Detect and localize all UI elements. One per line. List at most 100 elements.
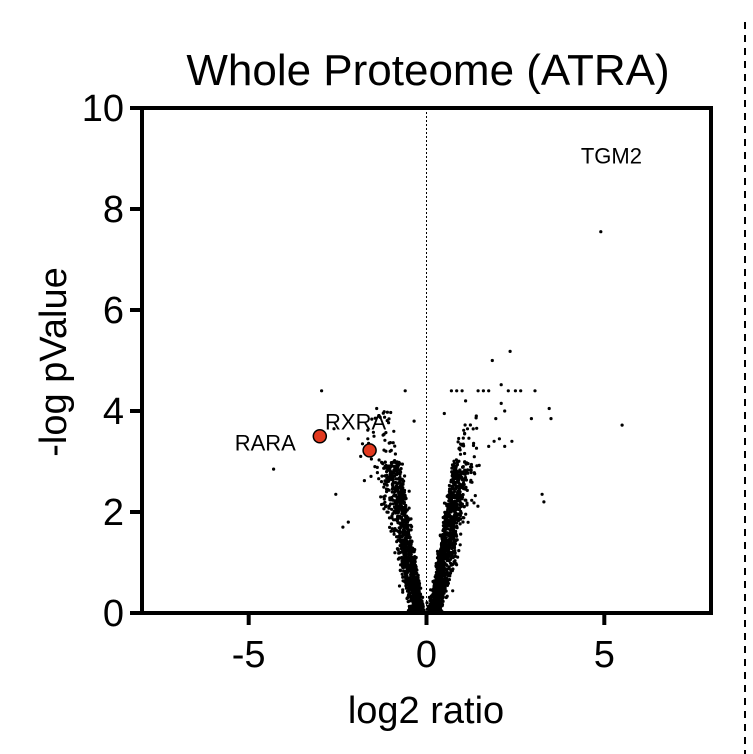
data-point (451, 479, 455, 483)
data-point (487, 389, 491, 393)
data-point (444, 581, 448, 585)
data-point (403, 569, 407, 573)
data-point (400, 538, 404, 542)
data-point (372, 434, 376, 438)
data-point (431, 600, 435, 605)
data-point (455, 534, 459, 538)
data-point (469, 470, 473, 475)
data-point (404, 581, 408, 585)
data-point (421, 595, 425, 600)
data-point (407, 555, 411, 559)
data-point (454, 516, 458, 520)
data-point (320, 389, 324, 393)
data-point (453, 551, 457, 555)
data-point (547, 406, 551, 411)
data-point (463, 475, 468, 480)
data-point (399, 516, 403, 520)
data-point (397, 584, 402, 588)
data-point (464, 478, 468, 482)
data-point (413, 586, 417, 590)
data-point (403, 389, 407, 393)
data-point (444, 555, 448, 559)
data-point (444, 567, 448, 572)
data-point (459, 475, 463, 479)
data-point (383, 415, 387, 419)
data-point (442, 536, 446, 540)
data-point (455, 496, 459, 500)
data-point (402, 526, 406, 531)
data-point (432, 596, 437, 600)
data-point (599, 230, 603, 234)
data-point (490, 358, 494, 363)
data-point (394, 477, 398, 481)
data-point (445, 494, 449, 498)
data-point (369, 457, 373, 461)
data-point (427, 595, 431, 600)
data-point (385, 490, 389, 494)
data-point (408, 606, 412, 610)
data-point (497, 437, 501, 441)
data-point (390, 527, 394, 531)
data-point (442, 591, 446, 595)
data-point (389, 410, 393, 415)
data-point (468, 423, 472, 427)
data-point (620, 423, 624, 427)
data-point (461, 465, 465, 469)
data-point (455, 471, 459, 475)
data-point (385, 410, 389, 414)
data-point (436, 565, 440, 569)
data-point (447, 550, 451, 554)
data-point (390, 462, 394, 466)
data-point (412, 605, 416, 609)
data-point (438, 594, 442, 598)
data-point (461, 516, 465, 520)
data-point (383, 482, 387, 486)
data-point (447, 566, 451, 570)
data-point (462, 428, 466, 432)
data-point (410, 569, 414, 573)
highlight-point (312, 429, 328, 444)
data-point (392, 532, 396, 536)
data-point (380, 502, 384, 507)
data-point (407, 489, 411, 493)
data-point (397, 556, 401, 560)
data-point (440, 597, 444, 602)
data-point (373, 416, 377, 420)
data-point (382, 497, 386, 501)
data-point (461, 470, 465, 474)
data-point (450, 515, 454, 519)
data-point (371, 430, 375, 434)
data-point (398, 569, 403, 573)
data-point (454, 562, 458, 566)
data-point (449, 502, 453, 506)
x-axis-ticks: -5 0 5 (232, 613, 615, 676)
data-point (436, 552, 440, 556)
data-point (469, 462, 473, 467)
data-point (399, 492, 403, 496)
data-point (392, 529, 396, 534)
data-point (401, 590, 405, 594)
data-point (401, 524, 405, 528)
data-point (445, 510, 449, 514)
data-point (383, 460, 387, 464)
data-point (464, 512, 468, 516)
data-point (454, 480, 458, 484)
data-point (463, 431, 467, 435)
data-point (446, 532, 451, 536)
data-point (405, 535, 409, 539)
data-point (442, 557, 446, 561)
data-point (454, 539, 458, 543)
data-point (461, 436, 465, 440)
data-point (401, 520, 405, 525)
chart-title: Whole Proteome (ATRA) (186, 46, 669, 95)
data-point (406, 518, 410, 522)
data-point (397, 507, 402, 511)
highlight-label: RXRA (325, 409, 386, 434)
data-point (443, 561, 447, 566)
data-point (450, 466, 454, 470)
data-point (461, 520, 465, 524)
data-point (389, 502, 393, 506)
data-point (499, 383, 503, 387)
data-point (384, 505, 388, 509)
data-point (399, 484, 403, 488)
